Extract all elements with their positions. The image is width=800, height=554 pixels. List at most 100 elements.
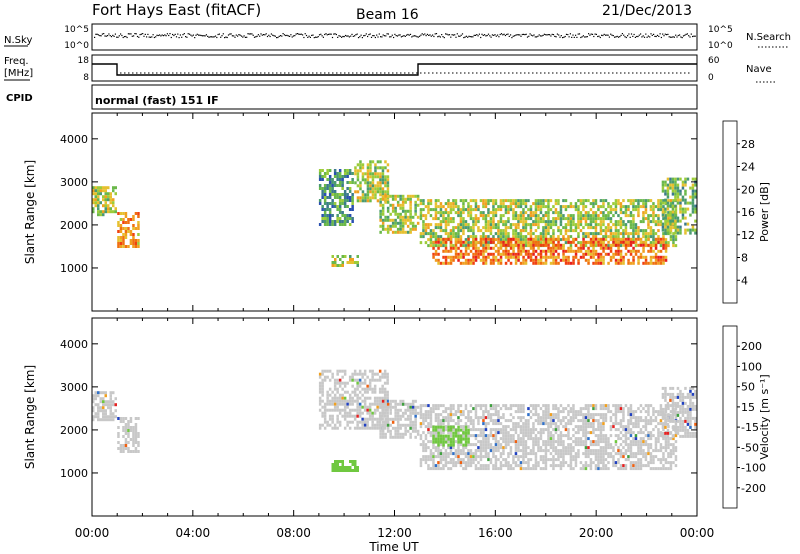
- echo-cell: [567, 428, 570, 432]
- echo-cell: [564, 449, 568, 453]
- echo-cell: [472, 443, 475, 447]
- echo-cell: [587, 407, 590, 411]
- echo-cell: [502, 220, 505, 224]
- nsky-point: [285, 34, 287, 37]
- echo-cell: [542, 443, 545, 447]
- echo-cell: [579, 214, 583, 218]
- echo-cell: [657, 223, 660, 227]
- echo-cell: [114, 415, 117, 419]
- echo-cell: [624, 232, 628, 236]
- echo-cell: [424, 205, 428, 209]
- echo-cell: [371, 181, 375, 185]
- echo-cell: [437, 237, 440, 241]
- echo-cell: [552, 416, 555, 420]
- echo-cell: [554, 202, 558, 206]
- nsky-point: [581, 36, 583, 38]
- echo-cell: [557, 455, 560, 459]
- echo-cell: [539, 241, 543, 245]
- echo-cell: [554, 464, 558, 468]
- echo-cell: [644, 425, 648, 429]
- echo-cell: [552, 235, 555, 239]
- echo-cell: [584, 217, 588, 221]
- echo-cell: [507, 461, 510, 465]
- echo-cell: [492, 419, 495, 423]
- nsky-point: [551, 33, 553, 35]
- echo-cell: [374, 172, 377, 176]
- echo-cell: [632, 232, 635, 236]
- echo-cell: [522, 255, 525, 259]
- echo-cell: [607, 407, 610, 411]
- nsky-point: [123, 36, 126, 38]
- echo-cell: [529, 226, 533, 230]
- echo-cell: [399, 399, 402, 403]
- echo-cell: [356, 387, 359, 391]
- echo-cell: [489, 413, 493, 417]
- echo-cell: [477, 246, 480, 250]
- echo-cell: [469, 229, 473, 233]
- echo-cell: [323, 217, 327, 220]
- echo-cell: [341, 387, 344, 391]
- echo-cell: [434, 211, 438, 215]
- echo-cell: [437, 226, 440, 230]
- echo-cell: [454, 232, 458, 236]
- echo-cell: [389, 218, 392, 222]
- echo-cell: [579, 246, 583, 250]
- echo-cell: [331, 408, 334, 412]
- nsky-point: [256, 35, 258, 37]
- echo-cell: [129, 426, 133, 429]
- echo-cell: [358, 402, 362, 406]
- echo-cell: [457, 404, 460, 408]
- echo-cell: [482, 258, 485, 262]
- echo-cell: [323, 184, 327, 187]
- echo-cell: [547, 237, 550, 241]
- echo-cell: [612, 413, 615, 417]
- nsky-point: [172, 33, 174, 36]
- echo-cell: [467, 205, 470, 209]
- echo-cell: [592, 419, 595, 423]
- echo-cell: [419, 434, 423, 438]
- echo-cell: [472, 255, 475, 259]
- echo-cell: [368, 408, 372, 412]
- echo-cell: [368, 417, 372, 421]
- nsky-point: [218, 33, 220, 35]
- echo-cell: [612, 237, 615, 241]
- echo-cell: [124, 233, 128, 236]
- echo-cell: [363, 423, 367, 427]
- echo-cell: [452, 419, 455, 423]
- echo-cell: [137, 245, 140, 248]
- echo-cell: [509, 246, 513, 250]
- echo-cell: [519, 407, 523, 411]
- nsky-point: [516, 34, 518, 36]
- echo-cell: [517, 455, 520, 459]
- echo-cell: [542, 404, 545, 408]
- echo-cell: [499, 246, 503, 250]
- echo-cell: [371, 190, 375, 194]
- echo-cell: [364, 193, 367, 197]
- echo-cell: [119, 224, 123, 227]
- nsky-point: [649, 36, 651, 38]
- echo-cell: [401, 230, 405, 234]
- echo-cell: [484, 226, 488, 230]
- echo-cell: [669, 219, 672, 223]
- echo-cell: [569, 437, 573, 441]
- echo-cell: [381, 227, 385, 231]
- echo-cell: [411, 426, 415, 430]
- nsky-point: [178, 37, 180, 39]
- echo-cell: [522, 226, 525, 230]
- echo-cell: [512, 440, 515, 444]
- echo-cell: [544, 419, 548, 423]
- echo-cell: [432, 446, 435, 450]
- echo-cell: [649, 404, 653, 408]
- echo-cell: [579, 223, 583, 227]
- echo-cell: [432, 443, 435, 447]
- power-colorbar-label: Power [dB]: [758, 182, 771, 242]
- echo-cell: [411, 411, 415, 415]
- echo-cell: [334, 463, 337, 466]
- nsky-point: [348, 36, 350, 38]
- echo-cell: [652, 232, 655, 236]
- nsky-point: [238, 34, 240, 36]
- echo-cell: [457, 452, 460, 456]
- echo-cell: [664, 219, 667, 223]
- echo-cell: [572, 467, 575, 471]
- echo-cell: [381, 423, 385, 427]
